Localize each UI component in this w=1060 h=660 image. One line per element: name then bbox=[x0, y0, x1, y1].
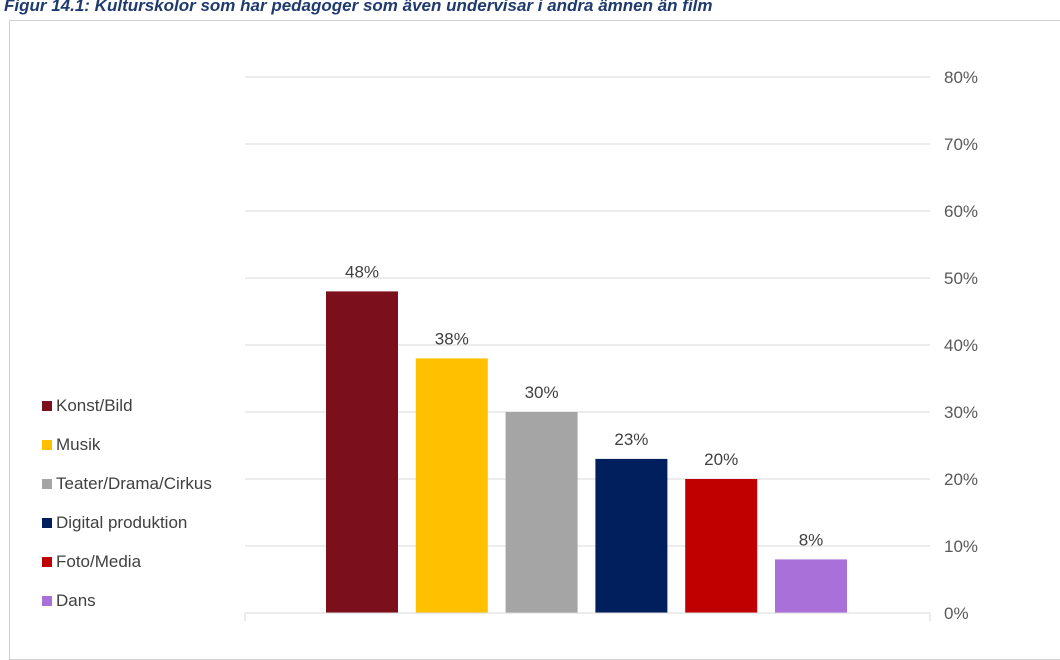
y-tick-label: 70% bbox=[944, 135, 978, 154]
y-tick-label: 50% bbox=[944, 269, 978, 288]
bar-musik bbox=[415, 358, 488, 613]
bar-digital-produktion bbox=[595, 458, 668, 613]
y-tick-label: 80% bbox=[944, 68, 978, 87]
legend-item-konst-bild: Konst/Bild bbox=[42, 386, 212, 425]
legend-label: Digital produktion bbox=[56, 512, 188, 532]
legend-label: Teater/Drama/Cirkus bbox=[56, 473, 212, 493]
legend-label: Foto/Media bbox=[56, 551, 142, 571]
bar-teater-drama-cirkus bbox=[505, 412, 578, 613]
legend-swatch bbox=[42, 595, 52, 606]
bar-konst-bild bbox=[326, 291, 398, 613]
bars bbox=[326, 291, 847, 613]
data-label-musik: 38% bbox=[435, 329, 469, 348]
legend-item-teater-drama-cirkus: Teater/Drama/Cirkus bbox=[42, 464, 212, 503]
chart-title: Figur 14.1: Kulturskolor som har pedagog… bbox=[4, 0, 713, 15]
bar-dans bbox=[775, 559, 847, 613]
legend: Konst/Bild Musik Teater/Drama/Cirkus Digita… bbox=[42, 386, 212, 620]
legend-swatch bbox=[42, 478, 52, 489]
data-labels: 48% 38% 30% 23% 20% 8% bbox=[345, 262, 823, 549]
legend-swatch bbox=[42, 439, 52, 450]
legend-item-musik: Musik bbox=[42, 425, 212, 464]
y-tick-label: 0% bbox=[944, 604, 969, 623]
legend-item-foto-media: Foto/Media bbox=[42, 542, 212, 581]
y-tick-label: 40% bbox=[944, 336, 978, 355]
legend-label: Dans bbox=[56, 590, 96, 610]
legend-label: Musik bbox=[56, 434, 101, 454]
data-label-konst-bild: 48% bbox=[345, 262, 379, 281]
legend-item-dans: Dans bbox=[42, 581, 212, 620]
legend-item-digital-produktion: Digital produktion bbox=[42, 503, 212, 542]
gridlines bbox=[245, 76, 930, 547]
y-tick-label: 30% bbox=[944, 403, 978, 422]
bar-foto-media bbox=[685, 479, 758, 613]
y-tick-label: 10% bbox=[944, 537, 978, 556]
legend-label: Konst/Bild bbox=[56, 395, 133, 415]
data-label-foto-media: 20% bbox=[704, 450, 738, 469]
legend-swatch bbox=[42, 556, 52, 567]
y-axis-ticks: 0% 10% 20% 30% 40% 50% 60% 70% 80% bbox=[244, 68, 978, 623]
y-tick-label: 60% bbox=[944, 202, 978, 221]
bar-chart: 48% 38% 30% 23% 20% 8% 0% 10% 20% 30% 40% 50% 60% 70… bbox=[244, 68, 978, 623]
data-label-dans: 8% bbox=[799, 530, 824, 549]
legend-swatch bbox=[42, 400, 52, 411]
y-tick-label: 20% bbox=[944, 470, 978, 489]
legend-swatch bbox=[42, 517, 52, 528]
data-label-digital-produktion: 23% bbox=[614, 430, 648, 449]
data-label-teater-drama-cirkus: 30% bbox=[525, 383, 559, 402]
